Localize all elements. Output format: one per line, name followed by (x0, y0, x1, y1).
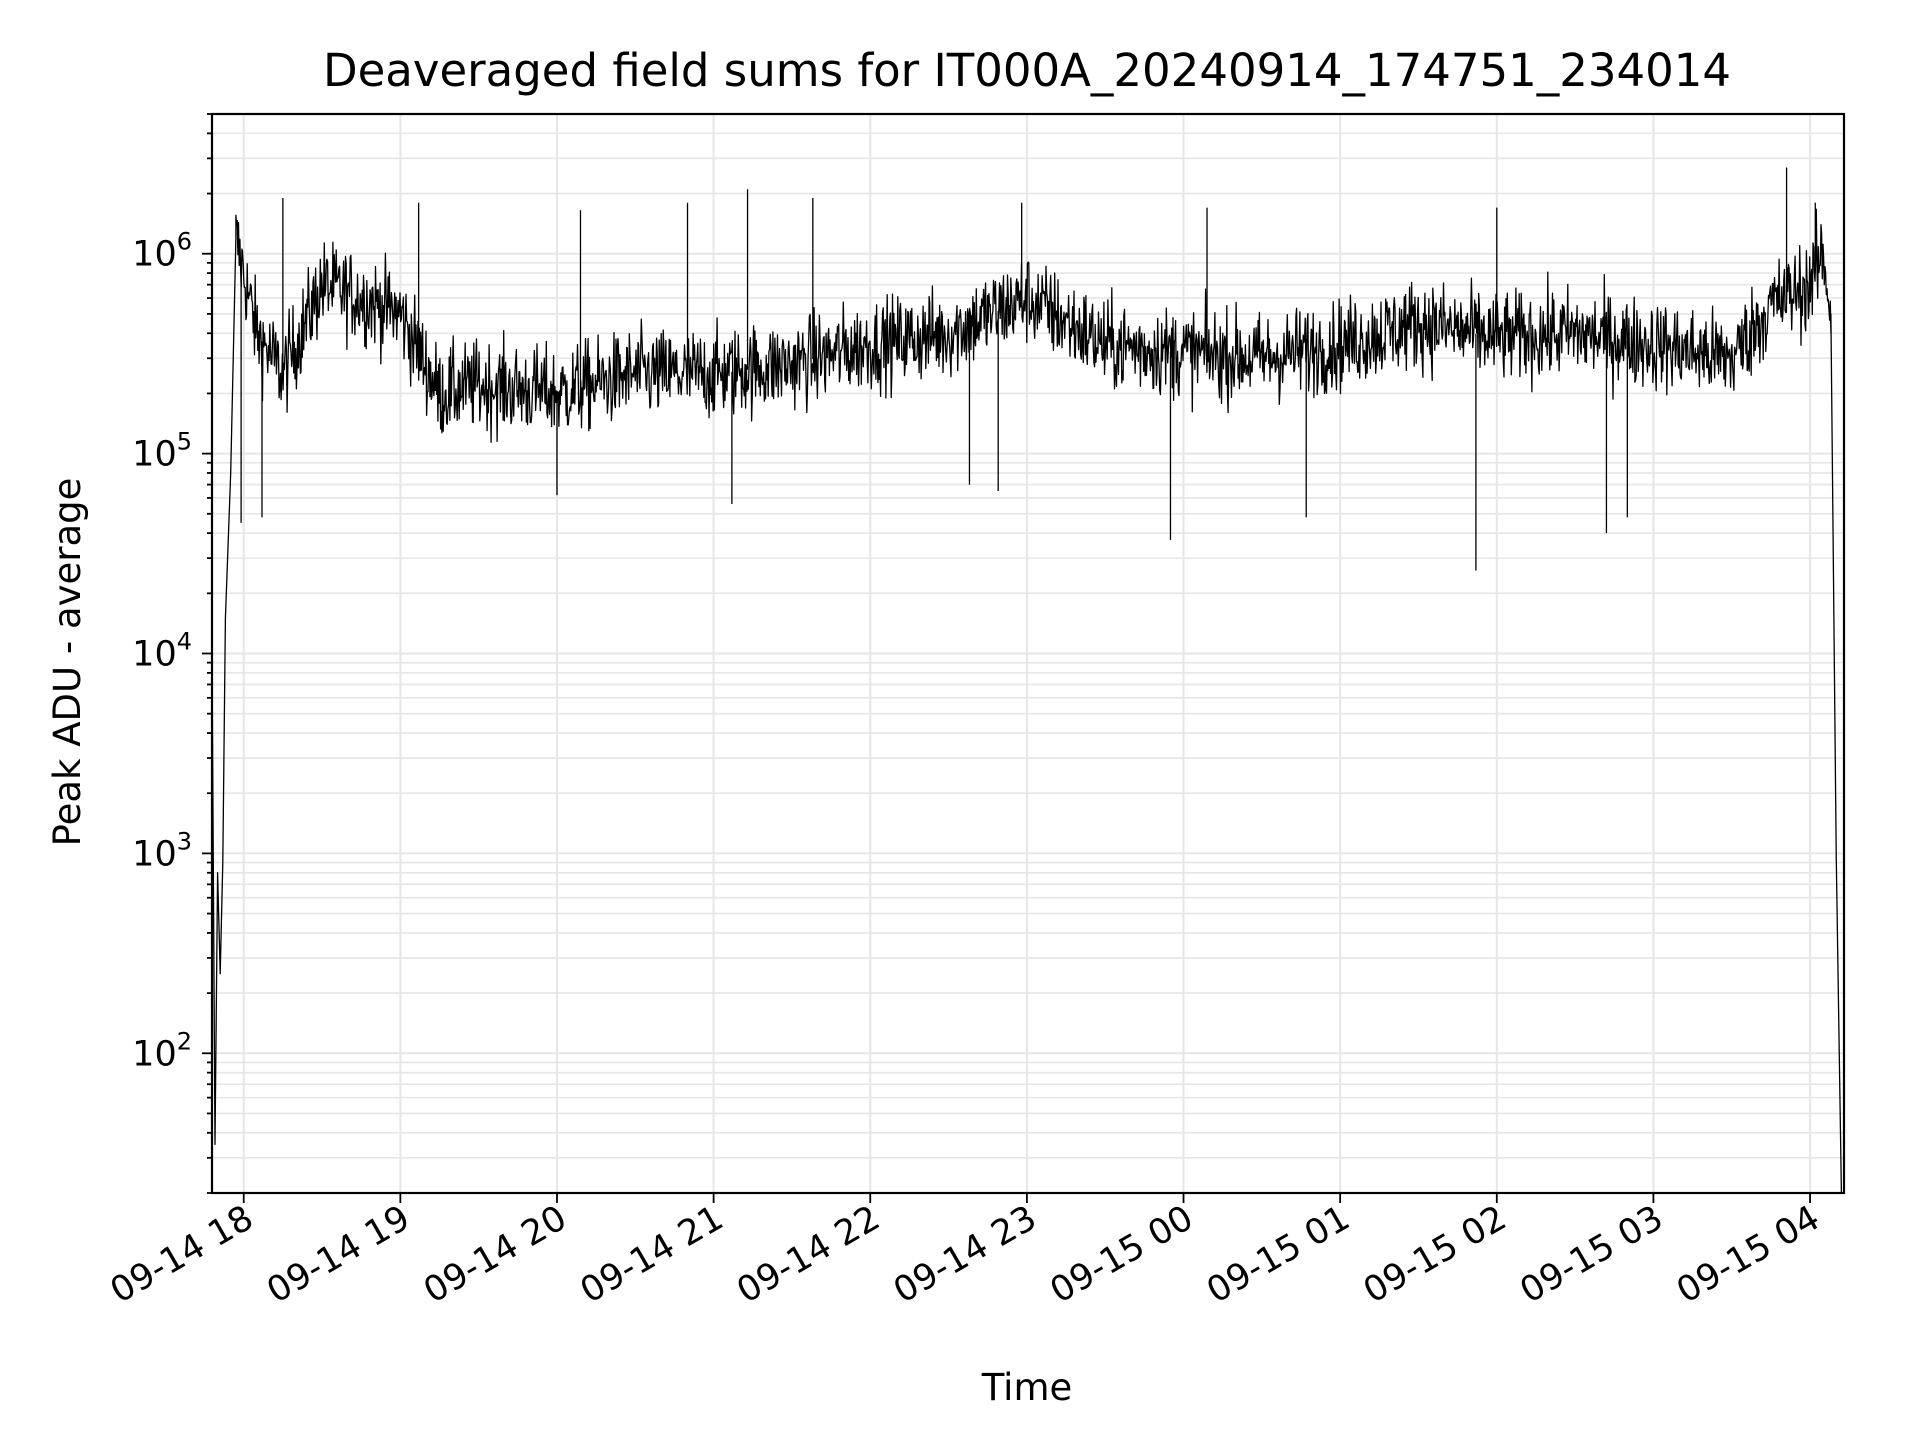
chart-title: Deaveraged field sums for IT000A_2024091… (323, 44, 1731, 97)
y-tick-label: 105 (132, 428, 192, 475)
y-tick-labels: 102 103 104 105 106 (132, 228, 192, 1075)
axis-ticks (202, 113, 1811, 1203)
y-tick-label: 103 (132, 827, 192, 874)
series-line (211, 208, 1843, 1194)
y-tick-label: 104 (132, 628, 192, 675)
y-axis-label: Peak ADU - average (46, 478, 89, 847)
y-tick-label: 102 (132, 1027, 192, 1074)
y-tick-label: 106 (132, 228, 192, 275)
series-layer (211, 167, 1843, 1194)
x-axis-label: Time (981, 1366, 1073, 1409)
